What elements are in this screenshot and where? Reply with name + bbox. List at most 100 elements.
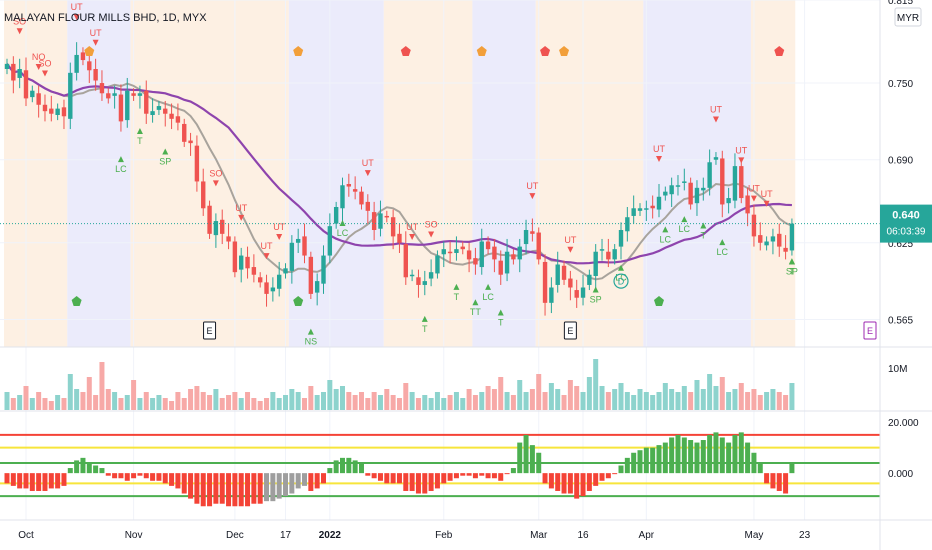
candle-body (4, 63, 10, 69)
oscillator-bar (783, 473, 789, 494)
oscillator-bar (270, 473, 276, 502)
signal-label-t: T (789, 266, 795, 276)
candle-body (23, 70, 29, 99)
signal-label-so: SO (38, 58, 51, 68)
oscillator-bar (574, 473, 580, 499)
time-axis-tick-label: 23 (799, 530, 811, 541)
time-axis-ticks[interactable]: Oct Nov Dec 17 2022 Feb Mar 16 Apr May 23 (18, 530, 810, 541)
candle-body (276, 274, 282, 289)
oscillator-bar (143, 473, 149, 479)
oscillator-bar (517, 442, 523, 474)
signal-up-arrow (592, 286, 599, 293)
candle-body (74, 54, 79, 73)
candle-body (504, 251, 510, 274)
oscillator-bar (251, 473, 257, 504)
candle-body (55, 108, 60, 115)
volume-bar (238, 398, 244, 410)
candle-body (770, 236, 776, 242)
signal-label-t: T (789, 266, 795, 276)
oscillator-bar (491, 473, 497, 479)
volume-bar (675, 392, 681, 410)
currency-badge[interactable]: MYR (894, 7, 922, 27)
signal-down-arrow (763, 200, 770, 207)
volume-bar (428, 398, 434, 410)
oscillator-bar (669, 437, 675, 474)
volume-bar (637, 389, 643, 410)
alert-pentagon (293, 46, 304, 56)
volume-bar (510, 395, 516, 410)
candle-body (663, 191, 668, 196)
candle-body (270, 287, 276, 292)
oscillator-bar (48, 473, 54, 489)
oscillator-bar (74, 460, 80, 474)
oscillator-bar (302, 473, 308, 486)
candle-body (182, 123, 187, 142)
oscillator-bar (10, 473, 16, 486)
signal-down-arrow (238, 214, 245, 221)
volume-bar (371, 392, 377, 410)
volume-bar (169, 401, 175, 410)
oscillator-bar (232, 473, 238, 507)
time-axis-tick-label: May (744, 530, 763, 541)
currency-badge-label: MYR (897, 13, 919, 24)
candle-body (378, 213, 383, 229)
oscillator-bar (719, 437, 725, 474)
volume-bar (713, 386, 719, 410)
volume-bar (504, 392, 510, 410)
candle-body (593, 251, 598, 276)
volume-bar (333, 389, 339, 410)
candle-body (264, 282, 269, 294)
volume-bar (10, 398, 16, 410)
oscillator-bar (67, 468, 73, 474)
candle-body (346, 184, 352, 187)
oscillator-bar (321, 473, 326, 484)
signal-label-ut: UT (261, 241, 273, 251)
volume-bar (270, 392, 276, 410)
price-axis-ticks[interactable]: 0.815 0.750 0.690 0.625 0.565 20.000 0.000 (888, 0, 919, 480)
volume-bar (264, 398, 270, 410)
candle-body (112, 93, 117, 96)
signal-up-arrow (136, 128, 143, 134)
oscillator-bar (188, 473, 194, 499)
oscillator-bar (580, 473, 586, 497)
volume-bar (131, 380, 137, 410)
earnings-badge-label: E (207, 326, 213, 336)
volume-bar (561, 395, 567, 410)
alert-pentagon-green (71, 296, 82, 306)
oscillator-bar (738, 432, 744, 474)
candle-body (637, 208, 643, 211)
volume-bar (523, 392, 529, 410)
volume-bar (118, 398, 124, 410)
last-price-value: 0.640 (892, 210, 920, 222)
oscillator-bar (403, 473, 409, 491)
volume-bar (732, 389, 738, 410)
alert-pentagon-green (293, 296, 304, 306)
volume-bar (441, 398, 447, 410)
signal-up-arrow (162, 148, 169, 155)
volume-bar (162, 398, 168, 410)
oscillator-bar (643, 447, 649, 474)
volume-bar (358, 392, 364, 410)
volume-bar (390, 395, 396, 410)
candle-body (365, 201, 371, 211)
signal-label-so: SO (425, 219, 438, 229)
signal-label-t: T (137, 136, 143, 146)
volume-bar (580, 392, 586, 410)
candle-body (106, 93, 111, 99)
candle-body (498, 260, 503, 275)
oscillator-bar (169, 473, 175, 486)
candle-body (460, 246, 465, 250)
signal-label-t: T (422, 324, 428, 334)
session-band-8 (750, 0, 796, 347)
oscillator-bar (605, 473, 611, 479)
volume-bar (700, 389, 706, 410)
candle-body (327, 226, 333, 256)
volume-bar (99, 362, 105, 410)
time-axis-tick-label: Dec (226, 530, 244, 541)
oscillator-bar (219, 473, 225, 504)
oscillator-axis-tick-label: 20.000 (888, 418, 919, 429)
signal-label-ns: NS (305, 337, 318, 347)
oscillator-bar (289, 473, 295, 494)
